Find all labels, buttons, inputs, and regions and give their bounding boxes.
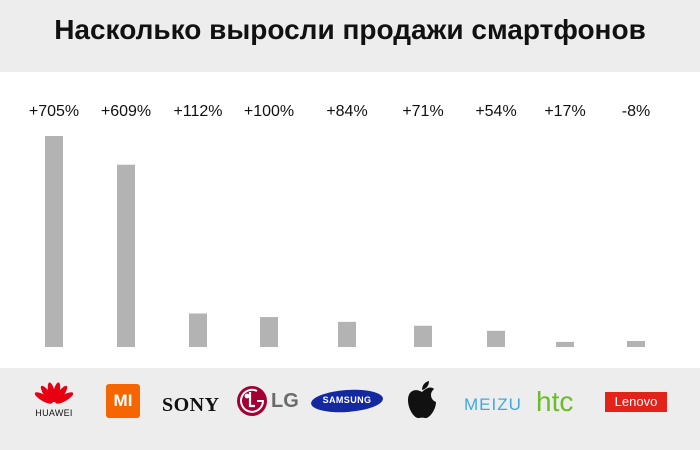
huawei-logo-text: HUAWEI [35, 408, 73, 418]
bar-label-lg: +100% [244, 103, 294, 120]
meizu-logo: MEIZU [464, 368, 530, 450]
bar-label-huawei: +705% [29, 103, 79, 120]
apple-icon [408, 381, 436, 419]
bar-label-meizu: +54% [475, 103, 516, 120]
bar-mi [117, 164, 135, 347]
sony-logo: SONY [162, 368, 230, 450]
huawei-petal [54, 385, 68, 403]
lenovo-logo: Lenovo [605, 368, 667, 450]
samsung-logo-text: SAMSUNG [322, 395, 372, 405]
htc-logo: htc [536, 368, 596, 450]
meizu-logo-text: MEIZU [464, 395, 522, 414]
bar-lenovo [627, 341, 645, 347]
huawei-petals-icon [34, 382, 74, 404]
htc-logo-text: htc [536, 386, 574, 417]
bar-apple [414, 325, 432, 347]
bar-label-apple: +71% [402, 103, 443, 120]
bar-lg [260, 317, 278, 347]
lg-face-icon [237, 386, 267, 416]
bar-label-samsung: +84% [326, 103, 367, 120]
brand-logos-band: HUAWEI MI SONY LG SAMSUNG [0, 368, 700, 450]
mi-logo-icon [106, 384, 140, 418]
apple-logo [406, 368, 440, 450]
xiaomi-logo-text: MI [113, 391, 133, 410]
lenovo-box-icon [605, 392, 667, 412]
bar-samsung [338, 321, 356, 347]
header-band: Насколько выросли продажи смартфонов [0, 0, 700, 72]
lg-logo: LG [237, 368, 303, 450]
huawei-petal [34, 392, 53, 404]
bar-label-htc: +17% [544, 103, 585, 120]
chart-area: +705% +609% +112% +100% +84% +71% +54% +17% -8% [0, 72, 700, 368]
bar-chart: +705% +609% +112% +100% +84% +71% +54% +17% -8% [29, 103, 650, 347]
samsung-logo: SAMSUNG [310, 368, 384, 450]
lenovo-logo-text: Lenovo [614, 394, 658, 409]
chart-title: Насколько выросли продажи смартфонов [54, 14, 646, 45]
bar-label-sony: +112% [173, 103, 222, 120]
bar-htc [556, 341, 574, 347]
sony-logo-text: SONY [162, 394, 220, 416]
huawei-petal [55, 392, 74, 404]
bar-sony [189, 313, 207, 347]
lg-logo-text: LG [271, 390, 299, 412]
bar-huawei [45, 136, 63, 347]
bar-label-mi: +609% [101, 103, 151, 120]
bar-label-lenovo: -8% [622, 103, 650, 120]
xiaomi-logo: MI [106, 368, 140, 450]
huawei-logo: HUAWEI [28, 368, 80, 450]
bar-meizu [487, 330, 505, 347]
